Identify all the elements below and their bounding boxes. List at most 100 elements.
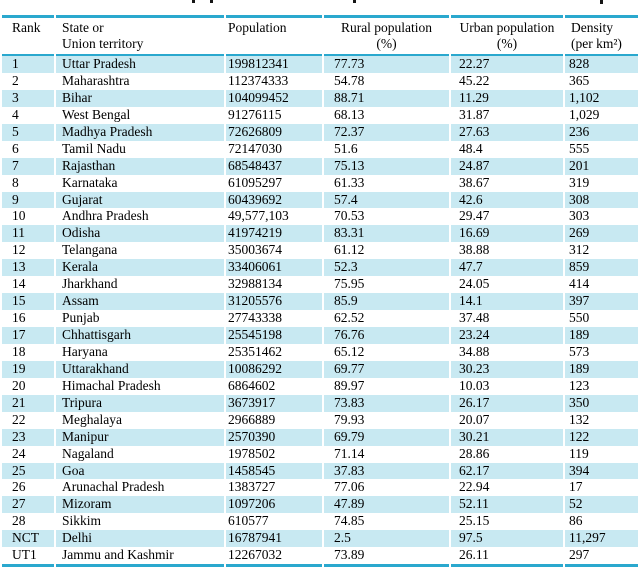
cell-population: 31205576 — [226, 293, 322, 311]
cell-density: 350 — [565, 394, 638, 412]
col-header-rural-population: Rural population (%) — [324, 15, 449, 56]
cell-urban: 22.94 — [459, 479, 490, 495]
col-header-density: Density (per km²) — [565, 15, 638, 56]
cell-rural: 62.52 — [334, 310, 365, 326]
cell-state: Chhattisgarh — [56, 327, 224, 344]
cell-urban: 38.67 — [459, 174, 490, 190]
cell-state: Punjab — [62, 310, 100, 326]
cell-density: 414 — [569, 276, 590, 292]
cell-population: 1978502 — [228, 445, 276, 461]
cell-rank: 9 — [2, 191, 54, 209]
table-row: 1 Uttar Pradesh 199812341 77.73 22.27 828 — [2, 56, 638, 73]
cell-rank: UT1 — [2, 547, 54, 568]
caption-fragment — [600, 0, 603, 4]
cell-rank: 11 — [2, 225, 54, 243]
cell-rural: 74.85 — [334, 513, 365, 529]
cell-state: Jammu and Kashmir — [56, 547, 224, 568]
table-row: 10 Andhra Pradesh 49,577,103 70.53 29.47 303 — [2, 208, 638, 225]
table-row: 8 Karnataka 61095297 61.33 38.67 319 — [2, 175, 638, 192]
cell-rank: 26 — [12, 479, 26, 495]
table-row: 22 Meghalaya 2966889 79.93 20.07 132 — [2, 412, 638, 429]
col-header-label: Urban population — [459, 20, 555, 35]
col-header-label: Rank — [12, 20, 41, 35]
cell-population: 12267032 — [226, 547, 322, 568]
table-row: 13 Kerala 33406061 52.3 47.7 859 — [2, 259, 638, 277]
cell-urban: 48.4 — [459, 140, 483, 156]
cell-rural: 75.95 — [334, 276, 365, 292]
cell-urban: 97.5 — [451, 530, 563, 548]
cell-state: Andhra Pradesh — [62, 208, 149, 224]
cell-population: 33406061 — [226, 259, 322, 277]
cell-density: 201 — [565, 157, 638, 175]
cell-urban: 28.86 — [459, 445, 490, 461]
cell-state: Mizoram — [56, 496, 224, 514]
cell-state: Sikkim — [62, 513, 102, 529]
caption-fragment — [353, 0, 356, 3]
table-row: 7 Rajasthan 68548437 75.13 24.87 201 — [2, 157, 638, 175]
cell-urban: 11.29 — [451, 89, 563, 107]
cell-state: Odisha — [56, 225, 224, 243]
table-row: 26 Arunachal Pradesh 1383727 77.06 22.94 17 — [2, 479, 638, 496]
table-row: 2 Maharashtra 112374333 54.78 45.22 365 — [2, 73, 638, 90]
cell-rural: 77.73 — [324, 56, 449, 73]
cell-population: 32988134 — [228, 276, 282, 292]
cell-population: 2966889 — [228, 411, 276, 427]
table-row: 16 Punjab 27743338 62.52 37.48 550 — [2, 310, 638, 327]
cell-rank: 28 — [12, 513, 26, 529]
cell-density: 132 — [569, 411, 590, 427]
cell-rank: 6 — [12, 140, 19, 156]
cell-urban: 24.05 — [459, 276, 490, 292]
cell-density: 236 — [565, 123, 638, 141]
cell-density: 555 — [569, 140, 590, 156]
cell-urban: 26.11 — [451, 547, 563, 568]
cell-rank: 13 — [2, 259, 54, 277]
cell-population: 1458545 — [226, 462, 322, 480]
cell-state: Manipur — [56, 428, 224, 446]
cell-rural: 61.12 — [334, 242, 365, 258]
cell-urban: 30.21 — [451, 428, 563, 446]
cell-urban: 47.7 — [451, 259, 563, 277]
col-header-label-line2: (%) — [376, 36, 397, 51]
cell-urban: 25.15 — [459, 513, 490, 529]
cell-urban: 10.03 — [459, 377, 490, 393]
cell-population: 199812341 — [226, 56, 322, 73]
cell-population: 72626809 — [226, 123, 322, 141]
table-row: 17 Chhattisgarh 25545198 76.76 23.24 189 — [2, 327, 638, 344]
table-row: 3 Bihar 104099452 88.71 11.29 1,102 — [2, 89, 638, 107]
table-row: 5 Madhya Pradesh 72626809 72.37 27.63 236 — [2, 123, 638, 141]
cell-rank: 7 — [2, 157, 54, 175]
cell-state: Bihar — [56, 89, 224, 107]
cell-density: 303 — [569, 208, 590, 224]
cell-density: 1,029 — [569, 106, 600, 122]
cell-rural: 85.9 — [324, 293, 449, 311]
cell-rural: 68.13 — [334, 106, 365, 122]
cell-urban: 31.87 — [459, 106, 490, 122]
cell-population: 68548437 — [226, 157, 322, 175]
cell-state: Madhya Pradesh — [56, 123, 224, 141]
cell-population: 3673917 — [226, 394, 322, 412]
cell-rank: 20 — [12, 377, 26, 393]
cell-urban: 30.23 — [451, 360, 563, 378]
cell-density: 189 — [565, 327, 638, 344]
cell-state: Nagaland — [62, 445, 114, 461]
cell-urban: 37.48 — [459, 310, 490, 326]
cell-population: 25545198 — [226, 327, 322, 344]
caption-fragment — [192, 0, 195, 3]
cell-density: 1,102 — [565, 89, 638, 107]
col-header-label: Rural population — [340, 20, 433, 35]
cell-rank: 8 — [12, 174, 19, 190]
cell-rank: 14 — [12, 276, 26, 292]
cell-urban: 23.24 — [451, 327, 563, 344]
cell-density: 122 — [565, 428, 638, 446]
cell-state: Arunachal Pradesh — [62, 479, 165, 495]
table-row: 9 Gujarat 60439692 57.4 42.6 308 — [2, 191, 638, 209]
cell-rank: 15 — [2, 293, 54, 311]
table-row: 21 Tripura 3673917 73.83 26.17 350 — [2, 394, 638, 412]
cell-state: Maharashtra — [62, 72, 130, 88]
cell-urban: 14.1 — [451, 293, 563, 311]
cell-rural: 52.3 — [324, 259, 449, 277]
header-row: Rank State or Union territory Population… — [2, 15, 638, 56]
cell-urban: 52.11 — [451, 496, 563, 514]
cell-state: Uttar Pradesh — [56, 56, 224, 73]
cell-density: 365 — [569, 72, 590, 88]
